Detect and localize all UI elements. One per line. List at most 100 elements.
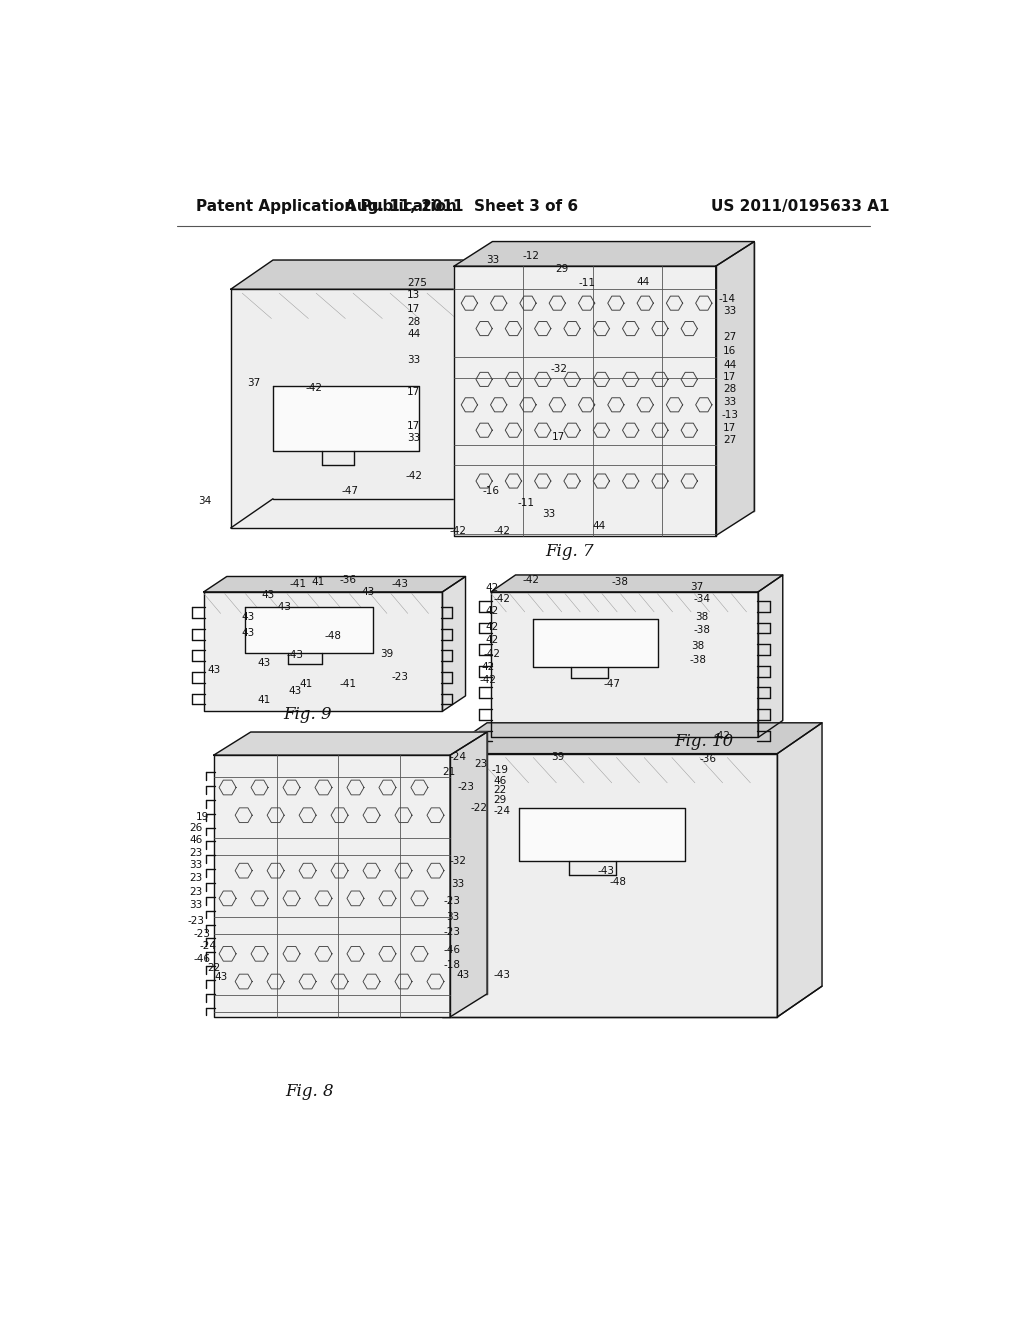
- Text: -42: -42: [494, 527, 511, 536]
- Polygon shape: [490, 591, 758, 738]
- Text: 43: 43: [242, 612, 255, 622]
- Polygon shape: [230, 289, 477, 528]
- Text: -43: -43: [391, 579, 409, 589]
- Text: -42: -42: [450, 527, 466, 536]
- Text: 37: 37: [247, 379, 260, 388]
- Text: -32: -32: [450, 857, 466, 866]
- Text: 38: 38: [691, 640, 705, 651]
- Text: -42: -42: [479, 676, 497, 685]
- Polygon shape: [251, 733, 487, 994]
- Text: US 2011/0195633 A1: US 2011/0195633 A1: [712, 198, 890, 214]
- Polygon shape: [493, 242, 755, 511]
- Text: -23: -23: [194, 929, 211, 939]
- Text: 28: 28: [408, 317, 421, 326]
- Text: -42: -42: [406, 471, 423, 482]
- Text: -43: -43: [274, 602, 292, 611]
- Polygon shape: [230, 260, 519, 289]
- Text: -38: -38: [611, 577, 628, 587]
- Text: 17: 17: [408, 305, 421, 314]
- Text: -22: -22: [471, 804, 487, 813]
- Text: 33: 33: [408, 355, 421, 366]
- Text: 43: 43: [215, 972, 228, 982]
- Text: 33: 33: [189, 900, 203, 911]
- Text: -12: -12: [522, 251, 540, 261]
- Text: -19: -19: [492, 764, 509, 775]
- Text: -38: -38: [693, 626, 711, 635]
- Text: 43: 43: [257, 657, 270, 668]
- Text: 23: 23: [474, 759, 487, 768]
- Text: -42: -42: [714, 731, 730, 741]
- Text: 19: 19: [196, 812, 209, 822]
- Text: -13: -13: [721, 409, 738, 420]
- Polygon shape: [442, 723, 822, 754]
- Text: 43: 43: [261, 590, 274, 601]
- Polygon shape: [534, 619, 658, 667]
- Text: -43: -43: [597, 866, 614, 875]
- Text: 33: 33: [485, 255, 499, 265]
- Text: 22: 22: [207, 964, 220, 973]
- Polygon shape: [245, 607, 373, 653]
- Text: -43: -43: [286, 649, 303, 660]
- Polygon shape: [454, 242, 755, 267]
- Polygon shape: [454, 267, 716, 536]
- Text: -41: -41: [290, 579, 307, 589]
- Text: 22: 22: [494, 785, 507, 795]
- Text: 23: 23: [189, 887, 203, 898]
- Text: Fig. 9: Fig. 9: [284, 706, 332, 723]
- Text: -42: -42: [305, 383, 323, 393]
- Text: -23: -23: [444, 896, 461, 907]
- Text: Aug. 11, 2011  Sheet 3 of 6: Aug. 11, 2011 Sheet 3 of 6: [345, 198, 579, 214]
- Text: 38: 38: [695, 611, 709, 622]
- Text: -46: -46: [444, 945, 461, 954]
- Text: 44: 44: [723, 360, 736, 370]
- Polygon shape: [490, 576, 782, 591]
- Text: 43: 43: [457, 970, 470, 979]
- Text: 42: 42: [485, 635, 499, 644]
- Text: -47: -47: [342, 486, 358, 496]
- Text: -11: -11: [517, 498, 535, 508]
- Text: -34: -34: [693, 594, 711, 603]
- Text: 39: 39: [380, 648, 393, 659]
- Text: 43: 43: [361, 587, 375, 597]
- Text: 41: 41: [299, 678, 312, 689]
- Polygon shape: [273, 385, 419, 451]
- Text: 42: 42: [485, 606, 499, 616]
- Text: -18: -18: [444, 961, 461, 970]
- Text: 39: 39: [551, 752, 564, 763]
- Text: -38: -38: [689, 656, 707, 665]
- Text: Fig. 8: Fig. 8: [285, 1084, 334, 1100]
- Text: -42: -42: [522, 574, 540, 585]
- Text: -11: -11: [579, 279, 596, 288]
- Text: 44: 44: [592, 520, 605, 531]
- Text: 33: 33: [542, 510, 555, 519]
- Polygon shape: [477, 260, 519, 528]
- Text: -46: -46: [194, 954, 211, 964]
- Text: 26: 26: [189, 824, 203, 833]
- Text: 43: 43: [288, 686, 301, 696]
- Text: 42: 42: [485, 622, 499, 631]
- Text: 34: 34: [199, 496, 212, 506]
- Text: 17: 17: [723, 422, 736, 433]
- Text: 29: 29: [555, 264, 568, 273]
- Text: 43: 43: [242, 628, 255, 639]
- Polygon shape: [716, 242, 755, 536]
- Polygon shape: [442, 754, 777, 1016]
- Text: -24: -24: [199, 941, 216, 952]
- Text: -14: -14: [719, 294, 736, 305]
- Text: Fig. 7: Fig. 7: [545, 543, 594, 560]
- Text: 33: 33: [723, 397, 736, 408]
- Polygon shape: [451, 733, 487, 1016]
- Text: 46: 46: [189, 834, 203, 845]
- Text: -42: -42: [494, 594, 510, 603]
- Text: 44: 44: [636, 277, 649, 286]
- Text: -24: -24: [494, 805, 510, 816]
- Text: 23: 23: [189, 847, 203, 858]
- Text: 42: 42: [485, 583, 499, 593]
- Text: -23: -23: [457, 783, 474, 792]
- Text: -24: -24: [450, 752, 466, 763]
- Text: -36: -36: [340, 574, 357, 585]
- Text: 33: 33: [189, 861, 203, 870]
- Polygon shape: [758, 576, 782, 738]
- Polygon shape: [442, 577, 466, 711]
- Text: 44: 44: [408, 329, 421, 339]
